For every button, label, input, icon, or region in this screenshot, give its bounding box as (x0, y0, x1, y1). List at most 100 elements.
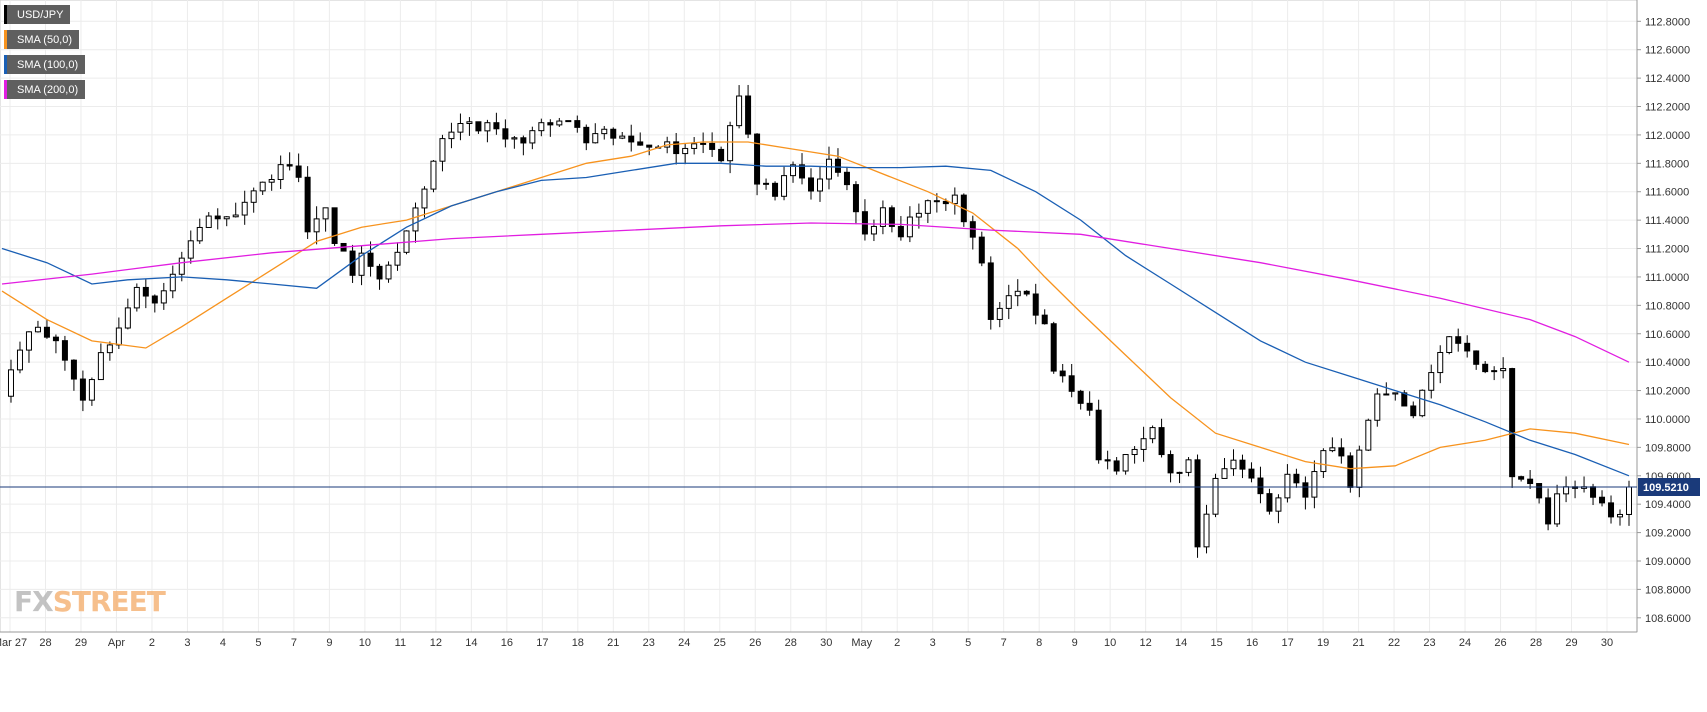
candle-body (88, 379, 95, 401)
candle-body (187, 240, 194, 259)
x-tick-label: 15 (1210, 637, 1222, 649)
candle-body (897, 225, 904, 238)
candle-body (1230, 459, 1237, 470)
candle-body (673, 141, 680, 155)
x-tick-label: 22 (1388, 637, 1400, 649)
candle-body (628, 135, 635, 143)
candle-body (951, 194, 958, 205)
y-tick-label: 108.8000 (1645, 584, 1691, 596)
sma-line-sma-100-0 (1, 162, 1630, 477)
candle-body (888, 207, 895, 227)
candle-body (115, 327, 122, 346)
candle-body (547, 122, 554, 126)
candle-body (1122, 454, 1129, 472)
candle-body (1554, 493, 1561, 525)
candle-body (412, 207, 419, 232)
candle-body (700, 142, 707, 145)
legend-item: USD/JPY (4, 5, 71, 24)
x-tick-label: 23 (1423, 637, 1435, 649)
candle-body (313, 218, 320, 233)
candle-body (646, 144, 653, 148)
y-tick-label: 111.4000 (1645, 215, 1689, 227)
x-tick-label: 12 (1140, 637, 1152, 649)
candle-body (933, 200, 940, 203)
x-tick-label: Mar 27 (0, 637, 27, 649)
candle-body (1077, 390, 1084, 404)
y-tick-label: 111.6000 (1645, 187, 1689, 199)
y-tick-label: 109.2000 (1645, 528, 1691, 540)
candle-body (870, 225, 877, 235)
candle-body (1257, 477, 1264, 495)
candle-body (79, 378, 86, 401)
candle-body (1509, 368, 1516, 478)
x-tick-label: 30 (820, 637, 832, 649)
logo-street-text: STREET (52, 585, 166, 618)
candle-body (1086, 402, 1093, 411)
candle-body (430, 160, 437, 190)
candle-body (1113, 460, 1120, 472)
x-tick-label: 28 (1530, 637, 1542, 649)
x-tick-label: 16 (1246, 637, 1258, 649)
candle-body (1275, 497, 1282, 512)
y-tick-label: 111.2000 (1645, 244, 1689, 256)
candle-body (736, 95, 743, 127)
candle-body (124, 307, 131, 329)
chart-legend: USD/JPY SMA (50,0) SMA (100,0) SMA (200,0) (4, 5, 86, 105)
candle-body (493, 122, 500, 130)
candle-body (277, 164, 284, 181)
candle-body (1392, 392, 1399, 395)
candle-body (1293, 473, 1300, 484)
x-tick-label: 23 (643, 637, 655, 649)
sma-line-sma-50-0 (1, 141, 1630, 470)
legend-item: SMA (200,0) (4, 80, 86, 99)
candle-body (1617, 513, 1624, 518)
x-tick-label: 19 (1317, 637, 1329, 649)
x-tick-label: 11 (395, 637, 406, 649)
candle-body (160, 290, 167, 304)
candle-body (709, 142, 716, 150)
candle-body (1311, 471, 1318, 498)
candle-body (1626, 486, 1632, 515)
candle-body (682, 147, 689, 155)
y-tick-label: 110.6000 (1645, 329, 1690, 341)
candle-body (1140, 438, 1147, 450)
legend-label: SMA (100,0) (17, 58, 79, 71)
candle-body (358, 252, 365, 276)
candle-body (1023, 290, 1030, 295)
candle-body (1365, 419, 1372, 451)
candle-body (1212, 477, 1219, 515)
candle-body (1203, 513, 1210, 548)
candle-body (1428, 372, 1435, 391)
candle-body (1104, 459, 1111, 462)
candle-body (331, 207, 338, 244)
candle-body (843, 171, 850, 186)
candle-body (745, 95, 752, 135)
candle-body (1068, 375, 1075, 392)
candle-body (385, 264, 392, 280)
candle-body (978, 236, 985, 264)
candle-body (1014, 290, 1021, 297)
legend-item: SMA (100,0) (4, 55, 86, 74)
candle-body (915, 212, 922, 218)
legend-swatch (4, 80, 7, 99)
candle-body (718, 148, 725, 162)
candle-body (457, 123, 464, 133)
candle-body (223, 216, 230, 220)
x-tick-label: 25 (714, 637, 726, 649)
legend-label: USD/JPY (17, 8, 64, 21)
x-tick-label: 14 (1175, 637, 1187, 649)
candle-body (1284, 473, 1291, 499)
x-tick-label: May (851, 637, 872, 649)
candle-body (466, 121, 473, 125)
candle-body (691, 143, 698, 149)
candle-body (1248, 468, 1255, 479)
x-tick-label: 26 (749, 637, 761, 649)
candle-body (1410, 405, 1417, 417)
candle-body (178, 257, 185, 275)
candle-body (1491, 370, 1498, 373)
legend-swatch (4, 55, 7, 74)
x-tick-label: 17 (536, 637, 548, 649)
candle-body (763, 182, 770, 185)
candle-body (1455, 336, 1462, 344)
